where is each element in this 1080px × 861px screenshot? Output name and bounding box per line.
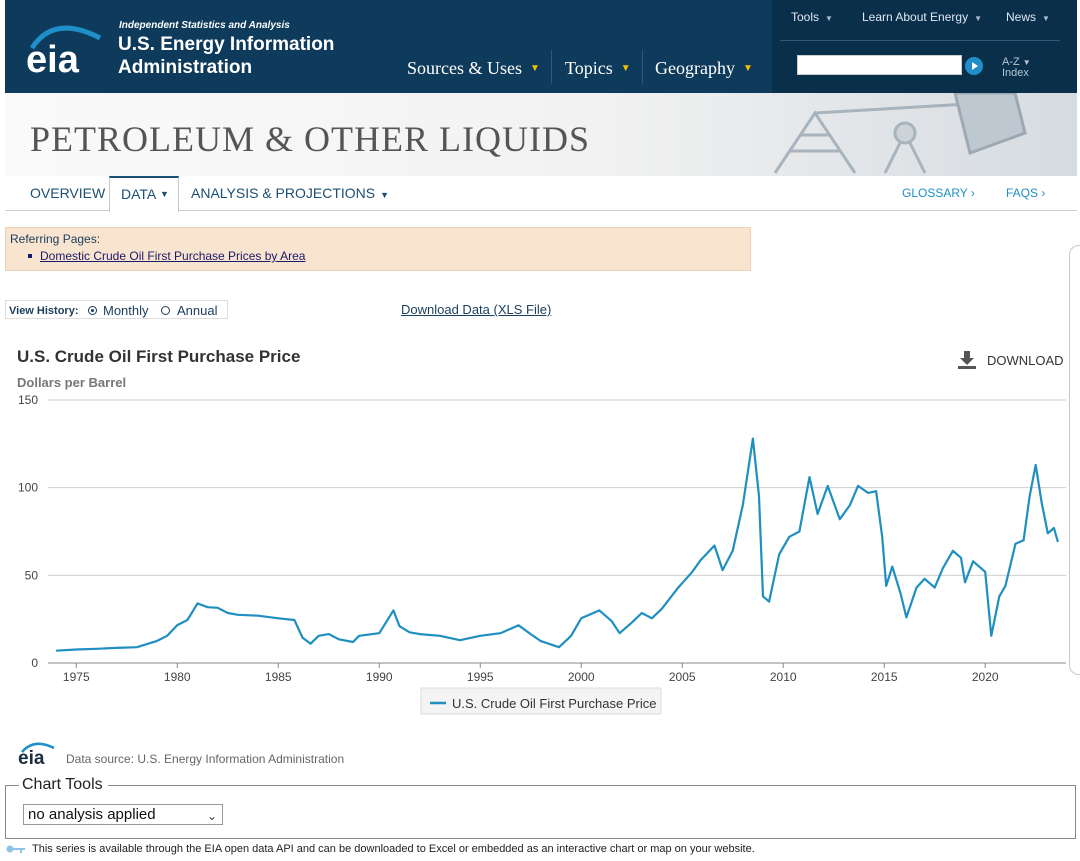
svg-text:eia: eia [18,748,45,766]
download-xls-link[interactable]: Download Data (XLS File) [401,302,552,317]
nav-divider [642,50,643,84]
search-submit-icon[interactable] [965,57,983,75]
tab-analysis-label: ANALYSIS & PROJECTIONS [191,185,376,201]
nav-divider [551,50,552,84]
analysis-select-value: no analysis applied [28,806,156,823]
legend-label: U.S. Crude Oil First Purchase Price [452,696,656,711]
util-news[interactable]: News ▼ [1006,10,1050,24]
download-button[interactable]: DOWNLOAD [957,350,1064,370]
download-icon [958,351,976,369]
radio-monthly-label[interactable]: Monthly [103,303,149,318]
nav-sources-uses-label: Sources & Uses [407,57,522,78]
data-source: Data source: U.S. Energy Information Adm… [66,752,345,766]
eia-logo[interactable]: eia [24,20,104,76]
referring-heading: Referring Pages: [10,232,101,246]
util-tools[interactable]: Tools ▼ [791,10,833,24]
x-tick-label: 2005 [669,670,696,684]
chart-units: Dollars per Barrel [17,375,127,390]
x-tick-label: 1980 [164,670,191,684]
chevron-down-icon: ⌄ [206,809,217,823]
section-subnav: OVERVIEW ANALYSIS & PROJECTIONS ▼ GLOSSAR… [5,176,1077,211]
util-learn[interactable]: Learn About Energy ▼ [862,10,982,24]
tab-data[interactable]: DATA ▼ [109,176,179,212]
section-banner: PETROLEUM & OTHER LIQUIDS [5,93,1077,176]
chart-title: U.S. Crude Oil First Purchase Price [17,347,301,366]
svg-text:eia: eia [26,39,80,76]
caret-down-icon: ▼ [1022,58,1031,67]
util-tools-label: Tools [791,10,820,24]
download-label: DOWNLOAD [987,352,1064,368]
side-panel-edge [1069,245,1080,675]
site-tagline: Independent Statistics and Analysis [119,20,290,31]
oil-pump-illustration [773,93,1027,174]
view-history-label: View History: [9,305,79,317]
key-icon [6,845,25,853]
y-tick-label: 150 [18,393,38,407]
caret-down-icon: ▼ [380,190,390,200]
radio-annual-label[interactable]: Annual [177,303,218,318]
x-tick-label: 1985 [265,670,292,684]
nav-topics[interactable]: Topics ▼ [565,57,631,79]
x-tick-label: 2015 [871,670,898,684]
x-tick-label: 2000 [568,670,595,684]
x-tick-label: 1975 [63,670,90,684]
nav-topics-label: Topics [565,57,613,78]
chart-tools [5,785,1076,839]
site-name-line1: U.S. Energy Information [118,34,335,55]
chart-legend[interactable]: U.S. Crude Oil First Purchase Price [420,687,662,715]
utility-divider [780,40,1060,41]
bullet-icon [28,254,32,258]
x-tick-label: 2020 [972,670,999,684]
faqs-link[interactable]: FAQS › [1006,186,1046,200]
caret-down-icon: ▼ [620,62,631,74]
caret-down-icon: ▼ [160,189,169,199]
utility-panel [772,0,1077,93]
chart-tools-legend: Chart Tools [22,776,103,793]
az-index-link[interactable]: A-Z ▼ Index [1002,57,1031,79]
page-title: PETROLEUM & OTHER LIQUIDS [30,119,590,159]
x-tick-label: 2010 [770,670,797,684]
nav-geography[interactable]: Geography ▼ [655,57,753,79]
analysis-select[interactable]: no analysis applied ⌄ [23,804,223,825]
y-tick-label: 0 [31,656,38,670]
caret-down-icon: ▼ [974,14,982,23]
view-history: View History: Monthly Annual [5,300,228,319]
caret-down-icon: ▼ [742,62,753,74]
caret-down-icon: ▼ [530,62,540,74]
search-input[interactable] [797,55,962,75]
x-tick-label: 1990 [366,670,393,684]
price-chart: 0 50 100 150 1975 1980 1985 1990 1995 2000 2005 20… [18,393,1066,715]
x-tick-label: 1995 [467,670,494,684]
tab-overview[interactable]: OVERVIEW [30,185,106,201]
nav-sources-uses[interactable]: Sources & Uses ▼ [407,57,540,79]
api-note: This series is available through the EIA… [32,843,755,855]
az-index-line2: Index [1002,67,1029,79]
fieldset-border [108,785,1076,786]
y-tick-label: 100 [18,481,38,495]
nav-geography-label: Geography [655,57,735,78]
az-index-line1: A-Z [1002,56,1020,68]
tab-analysis-projections[interactable]: ANALYSIS & PROJECTIONS ▼ [191,185,389,201]
util-learn-label: Learn About Energy [862,10,969,24]
referring-pages: Referring Pages: Domestic Crude Oil Firs… [5,227,751,271]
series-line[interactable] [56,437,1059,652]
util-news-label: News [1006,10,1037,24]
radio-monthly[interactable] [88,306,97,315]
referring-link[interactable]: Domestic Crude Oil First Purchase Prices… [40,249,306,263]
y-tick-label: 50 [25,568,39,582]
caret-down-icon: ▼ [1042,14,1050,23]
eia-small-logo: eia [18,742,55,766]
fieldset-border [5,785,19,786]
radio-annual[interactable] [161,306,170,315]
caret-down-icon: ▼ [825,14,833,23]
site-name-line2: Administration [118,57,253,78]
glossary-link[interactable]: GLOSSARY › [902,186,975,200]
tab-data-label: DATA [121,186,157,202]
